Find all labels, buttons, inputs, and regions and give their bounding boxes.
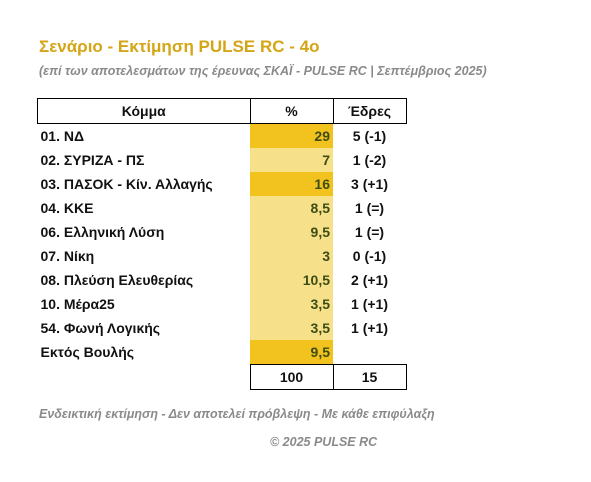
party-seats: 2 (+1) (351, 272, 388, 288)
party-seats: 1 (=) (354, 200, 385, 216)
party-percent: 3 (250, 244, 333, 268)
header-party: Κόμμα (37, 98, 251, 124)
party-name: 04. ΚΚΕ (40, 200, 94, 216)
party-percent: 8,5 (250, 196, 333, 220)
party-seats: 1 (=) (354, 224, 385, 240)
party-name: 06. Ελληνική Λύση (40, 224, 165, 240)
party-name: 02. ΣΥΡΙΖΑ - ΠΣ (40, 152, 145, 168)
table-row: 04. ΚΚΕ 8,5 1 (=) (38, 196, 407, 220)
header-percent: % (249, 98, 334, 124)
party-name: 10. Μέρα25 (40, 296, 115, 312)
party-seats: 1 (-2) (352, 152, 387, 168)
party-seats: 0 (-1) (352, 248, 387, 264)
party-percent: 29 (250, 123, 333, 148)
totals-spacer (38, 365, 251, 390)
copyright: © 2025 PULSE RC (270, 435, 378, 449)
table-row: 01. ΝΔ 29 5 (-1) (38, 123, 407, 148)
totals-row: 100 15 (38, 364, 407, 390)
page-title: Σενάριο - Εκτίμηση PULSE RC - 4ο (39, 37, 320, 56)
party-percent: 7 (250, 148, 333, 172)
party-name: 54. Φωνή Λογικής (40, 320, 161, 336)
table-header-row: Κόμμα % Έδρες (37, 98, 407, 124)
party-seats: 5 (-1) (352, 128, 387, 144)
party-name: 07. Νίκη (40, 248, 95, 264)
party-seats: 1 (+1) (351, 296, 388, 312)
seats-table: Κόμμα % Έδρες 01. ΝΔ 29 5 (-1) 02. ΣΥΡΙΖ… (37, 98, 407, 390)
table-row: 07. Νίκη 3 0 (-1) (38, 244, 407, 268)
party-seats (333, 340, 406, 365)
party-percent: 9,5 (250, 220, 333, 244)
table-row: 08. Πλεύση Ελευθερίας 10,5 2 (+1) (38, 268, 407, 292)
table-row: 03. ΠΑΣΟΚ - Κίν. Αλλαγής 16 3 (+1) (38, 172, 407, 196)
party-seats: 3 (+1) (351, 176, 388, 192)
party-percent: 10,5 (250, 268, 333, 292)
party-percent: 16 (250, 172, 333, 196)
table-row: 10. Μέρα25 3,5 1 (+1) (38, 292, 407, 316)
total-percent: 100 (249, 364, 334, 390)
page-subtitle: (επί των αποτελεσμάτων της έρευνας ΣΚΑΪ … (39, 64, 487, 78)
disclaimer-footnote: Ενδεικτική εκτίμηση - Δεν αποτελεί πρόβλ… (39, 407, 435, 421)
table-row: 54. Φωνή Λογικής 3,5 1 (+1) (38, 316, 407, 340)
party-seats: 1 (+1) (351, 320, 388, 336)
header-seats: Έδρες (332, 98, 407, 124)
party-percent: 9,5 (250, 340, 333, 365)
table-row: Εκτός Βουλής 9,5 (38, 340, 407, 365)
table-row: 06. Ελληνική Λύση 9,5 1 (=) (38, 220, 407, 244)
party-percent: 3,5 (250, 292, 333, 316)
party-name: 08. Πλεύση Ελευθερίας (40, 272, 194, 288)
party-percent: 3,5 (250, 316, 333, 340)
party-name: 01. ΝΔ (40, 128, 85, 144)
party-name: 03. ΠΑΣΟΚ - Κίν. Αλλαγής (40, 176, 213, 192)
table-row: 02. ΣΥΡΙΖΑ - ΠΣ 7 1 (-2) (38, 148, 407, 172)
party-name: Εκτός Βουλής (40, 344, 135, 361)
total-seats: 15 (332, 364, 407, 390)
